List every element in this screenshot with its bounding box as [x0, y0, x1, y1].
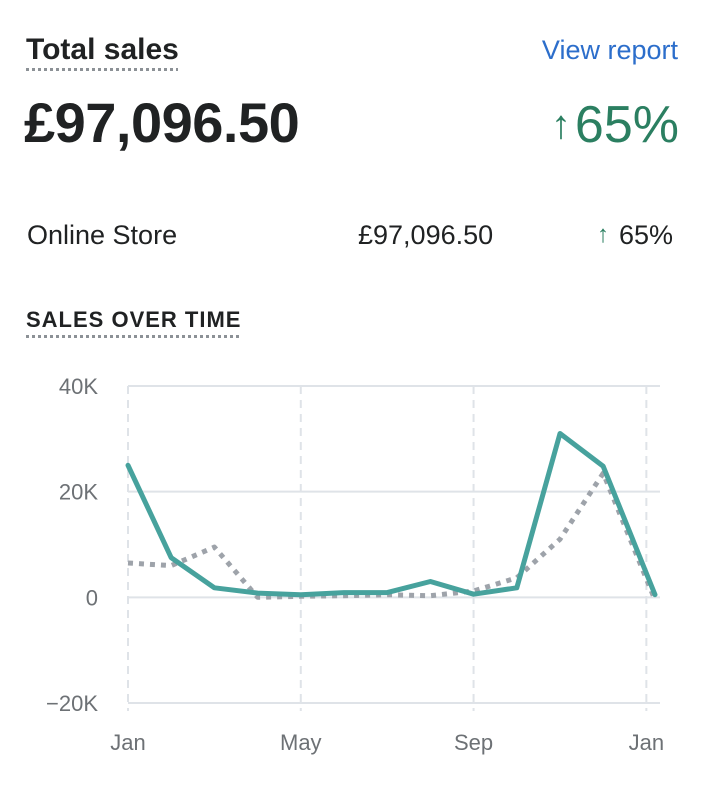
y-tick-label: −20K	[46, 691, 98, 716]
y-tick-label: 20K	[59, 480, 98, 505]
trend-up-icon: ↑	[596, 221, 609, 248]
view-report-link[interactable]: View report	[541, 35, 678, 65]
trend-up-icon: ↑	[550, 103, 571, 147]
channel-change-percent: 65%	[618, 220, 673, 250]
channel-change: ↑ 65%	[597, 218, 673, 252]
x-tick-label: Jan	[110, 730, 145, 755]
section-title: SALES OVER TIME	[26, 307, 242, 332]
total-sales-value: £97,096.50	[24, 91, 300, 154]
x-tick-label: Jan	[629, 730, 664, 755]
channel-label: Online Store	[27, 220, 178, 250]
card-title: Total sales	[26, 33, 179, 66]
sales-series-line	[125, 431, 658, 598]
sales-over-time-chart: 40K 20K 0 −20K Jan May Sep Jan	[46, 374, 664, 755]
y-tick-label: 0	[86, 585, 98, 610]
y-tick-label: 40K	[59, 374, 98, 399]
total-change: ↑ 65%	[551, 92, 679, 158]
total-change-percent: 65%	[574, 96, 679, 154]
x-tick-label: Sep	[454, 730, 493, 755]
x-tick-label: May	[280, 730, 322, 755]
channel-value: £97,096.50	[358, 220, 494, 250]
